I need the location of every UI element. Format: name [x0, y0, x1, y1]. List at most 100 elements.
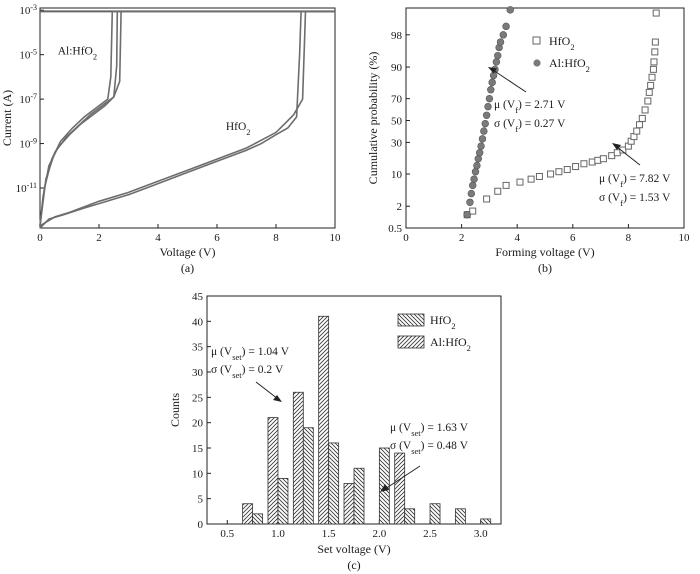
y-tick-label: 0.5 — [388, 223, 402, 235]
bar-hfo2 — [353, 467, 365, 525]
data-point-alhfo2 — [496, 38, 505, 46]
y-tick-label: 20 — [192, 418, 204, 430]
y-tick-label: 10-7 — [19, 92, 37, 107]
data-point-alhfo2 — [484, 102, 492, 111]
data-point-hfo2 — [644, 97, 652, 105]
stat-annotation: μ (Vf) = 7.82 V — [599, 173, 671, 189]
y-tick-label: 98 — [391, 30, 403, 42]
stat-annotation: μ (Vf) = 2.71 V — [494, 99, 566, 115]
y-tick-label: 2 — [397, 201, 403, 213]
bar-alhfo2 — [292, 391, 304, 525]
y-tick-label: 40 — [192, 316, 204, 328]
stat-annotation: σ (Vf) = 1.53 V — [599, 192, 671, 208]
curve-label: Al:HfO2 — [58, 46, 97, 62]
legend-label: Al:HfO2 — [549, 56, 590, 74]
legend-swatch — [397, 313, 425, 327]
legend-marker — [533, 59, 541, 67]
y-tick-label: 10 — [192, 468, 204, 480]
data-point-hfo2 — [555, 168, 563, 176]
stat-annotation: σ (Vset) = 0.48 V — [390, 440, 469, 456]
y-axis-label: Cumulative probability (%) — [366, 52, 380, 185]
x-tick-label: 8 — [273, 232, 279, 244]
y-tick-label: 25 — [192, 392, 204, 404]
data-point-alhfo2 — [499, 31, 507, 39]
data-point-alhfo2 — [485, 94, 494, 103]
x-tick-label: 10 — [330, 232, 342, 244]
data-point-alhfo2 — [470, 175, 478, 183]
data-point-hfo2 — [651, 48, 659, 56]
data-point-hfo2 — [650, 58, 658, 66]
x-tick-label: 8 — [626, 232, 632, 244]
bar-hfo2 — [328, 442, 340, 525]
iv-sweep-al-hfo2 — [39, 10, 335, 226]
y-axis-label: Current (A) — [0, 90, 14, 146]
panel-b-forming-voltage: 0 2 4 6 8 10 0.5 2 10 30 50 70 90 98 Forming voltage (… — [366, 6, 690, 275]
x-axis-label: Forming voltage (V) — [495, 245, 594, 259]
data-point-hfo2 — [469, 207, 477, 215]
data-point-hfo2 — [636, 121, 644, 129]
x-tick-label: 6 — [214, 232, 220, 244]
annotation-arrow — [384, 465, 421, 490]
y-tick-label: 15 — [192, 443, 204, 455]
data-point-alhfo2 — [492, 58, 501, 66]
data-point-hfo2 — [633, 127, 641, 135]
data-point-alhfo2 — [473, 161, 481, 170]
x-tick-label: 4 — [514, 232, 520, 244]
x-axis-label: Voltage (V) — [159, 245, 215, 259]
legend-label: Al:HfO2 — [430, 335, 471, 353]
y-axis-label: Counts — [168, 393, 182, 427]
x-tick-label: 2 — [459, 232, 465, 244]
data-point-alhfo2 — [463, 211, 471, 219]
y-tick-label: 35 — [192, 342, 204, 354]
y-tick-label: 10-9 — [19, 136, 37, 151]
data-point-hfo2 — [563, 166, 571, 174]
x-tick-label: 0 — [403, 232, 409, 244]
data-point-hfo2 — [645, 88, 653, 96]
data-point-hfo2 — [649, 65, 657, 73]
data-point-hfo2 — [652, 9, 660, 17]
x-tick-label: 0 — [37, 232, 43, 244]
bar-hfo2 — [454, 508, 466, 525]
panel-label: (b) — [538, 261, 552, 275]
data-point-alhfo2 — [471, 168, 480, 176]
data-point-alhfo2 — [466, 198, 474, 207]
x-tick-label: 2.5 — [423, 528, 437, 540]
panel-a-current-voltage: 0 2 4 6 8 10 10-3 10-5 10-7 10-9 10-11 Voltage (V) C… — [0, 3, 341, 275]
panel-label: (a) — [181, 261, 194, 275]
y-tick-label: 5 — [198, 494, 204, 506]
x-tick-label: 6 — [570, 232, 576, 244]
bar-hfo2 — [404, 508, 416, 525]
bar-alhfo2 — [318, 315, 330, 525]
x-tick-label: 2 — [96, 232, 102, 244]
data-point-hfo2 — [547, 170, 555, 178]
data-point-alhfo2 — [469, 181, 477, 190]
bar-hfo2 — [302, 427, 314, 525]
data-point-hfo2 — [647, 81, 655, 89]
data-point-alhfo2 — [477, 142, 485, 150]
y-tick-label: 0 — [198, 519, 204, 531]
annotation-arrow — [616, 146, 641, 166]
bar-alhfo2 — [267, 417, 279, 525]
data-point-hfo2 — [619, 146, 627, 154]
data-point-hfo2 — [494, 187, 502, 195]
data-point-hfo2 — [648, 73, 656, 81]
x-tick-label: 1.5 — [322, 528, 336, 540]
data-point-alhfo2 — [481, 119, 489, 128]
annotation-arrowhead — [612, 143, 621, 150]
legend-swatch — [397, 335, 425, 349]
y-tick-label: 10-3 — [19, 3, 37, 17]
legend-label: HfO2 — [549, 34, 575, 52]
annotation-arrowhead — [380, 484, 389, 492]
stat-annotation: μ (Vset) = 1.63 V — [390, 422, 469, 438]
x-tick-label: 3.0 — [474, 528, 488, 540]
y-tick-label: 45 — [192, 291, 204, 303]
x-tick-label: 4 — [155, 232, 161, 244]
data-point-alhfo2 — [480, 127, 488, 135]
y-tick-label: 10-11 — [16, 181, 37, 196]
stat-annotation: μ (Vset) = 1.04 V — [211, 346, 290, 362]
data-point-hfo2 — [502, 181, 510, 189]
data-point-alhfo2 — [474, 155, 482, 163]
stat-annotation: σ (Vset) = 0.2 V — [211, 364, 284, 380]
iv-sweep-hfo2 — [39, 10, 335, 227]
